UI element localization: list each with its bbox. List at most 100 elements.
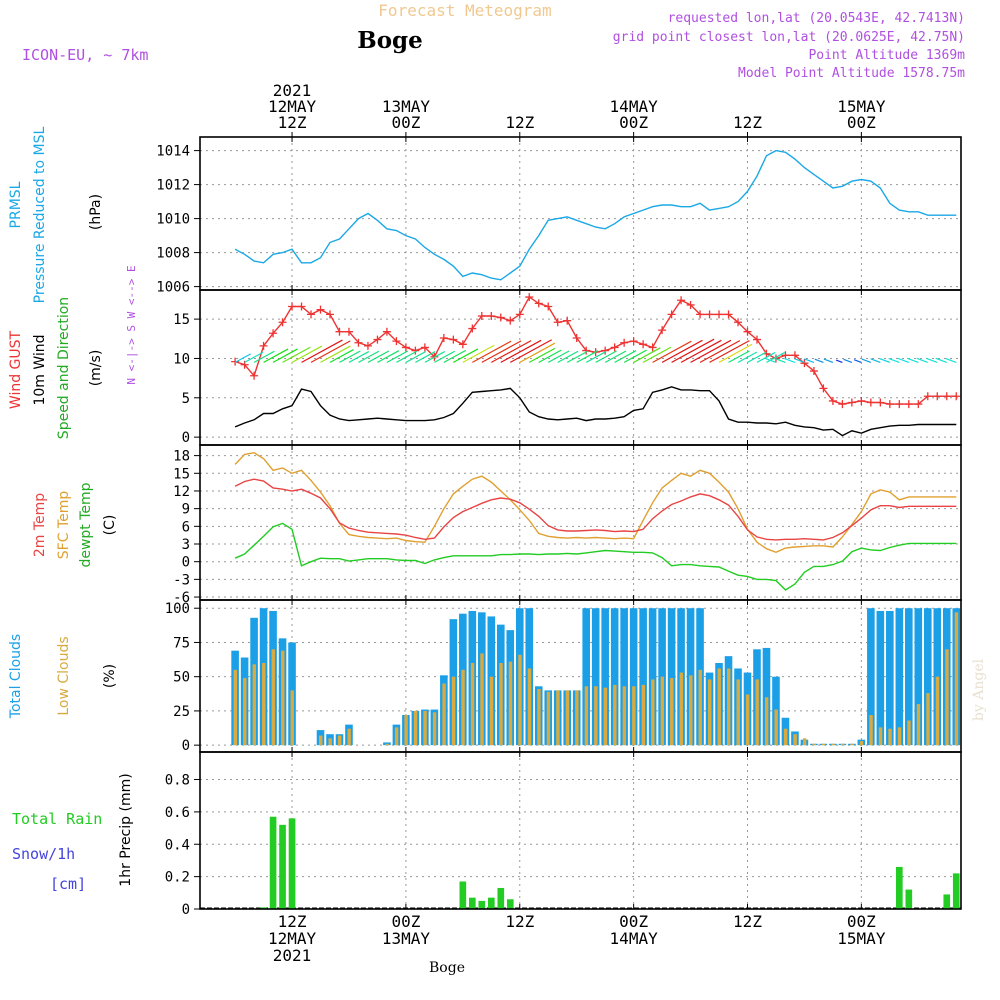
- gust-marker: [411, 346, 420, 355]
- bottom-time-label: 12Z: [733, 912, 762, 931]
- wind-arrow: [614, 350, 637, 363]
- wind-arrow: [907, 357, 919, 363]
- wind-arrow: [671, 338, 715, 363]
- top-time-label: 00Z: [619, 113, 648, 132]
- wind-arrow: [804, 358, 815, 363]
- gust-marker: [477, 311, 486, 320]
- wind-arrow: [538, 349, 562, 363]
- wind-arrow: [747, 351, 767, 363]
- gust-marker: [297, 302, 306, 311]
- rain-bar: [288, 818, 296, 909]
- low-cloud-bar: [869, 715, 873, 746]
- gust-marker: [288, 302, 297, 311]
- legend-snow-unit: [cm]: [50, 875, 86, 893]
- low-cloud-bar: [698, 669, 702, 746]
- wind-arrow: [405, 351, 427, 363]
- wind-arrow: [945, 357, 957, 363]
- low-cloud-bar: [755, 679, 759, 746]
- gust-marker: [952, 392, 961, 401]
- gust-marker: [515, 310, 524, 319]
- gust-marker: [847, 398, 856, 407]
- total-cloud-bar: [648, 608, 657, 746]
- wind-arrow: [633, 347, 661, 363]
- wind-ytick-label: 0: [182, 430, 190, 446]
- wind-ytick-label: 15: [173, 312, 190, 328]
- low-cloud-bar: [859, 741, 864, 746]
- low-cloud-bar: [679, 672, 683, 746]
- bottom-time-label: 13MAY: [382, 929, 431, 948]
- rain-bar: [952, 873, 960, 909]
- gust-marker: [610, 343, 619, 352]
- low-cloud-bar: [470, 662, 475, 746]
- gust-marker: [923, 392, 932, 401]
- top-time-label: 12Z: [733, 113, 762, 132]
- wind-arrow: [879, 358, 891, 363]
- wind-arrow: [291, 345, 323, 363]
- low-cloud-bar: [413, 710, 418, 746]
- gust-marker: [781, 351, 790, 360]
- footer-station: Boge: [429, 960, 465, 976]
- low-cloud-bar: [708, 679, 712, 746]
- gust-marker: [269, 329, 278, 338]
- low-cloud-bar: [717, 668, 721, 746]
- wind-arrow: [424, 351, 446, 363]
- clouds-panel: 0 25 50 75 100: [165, 599, 962, 754]
- rain-bar: [260, 907, 267, 909]
- gust-marker: [458, 340, 467, 349]
- gust-marker: [506, 316, 515, 325]
- low-cloud-bar: [632, 686, 636, 746]
- wind-arrow: [814, 358, 824, 363]
- gust-marker: [250, 371, 259, 380]
- wind-arrow: [823, 358, 834, 363]
- cloud-ylabels: Total Clouds Low Clouds (%): [8, 634, 118, 719]
- gust-marker: [658, 326, 667, 335]
- low-cloud-bar: [916, 704, 921, 746]
- wind-label-2: 10m Wind: [32, 334, 48, 405]
- top-time-label: 2021: [273, 81, 312, 100]
- total-cloud-bar: [629, 608, 638, 746]
- low-cloud-bar: [233, 669, 238, 746]
- precip-labels: 1hr Precip (mm) Total Rain Snow/1h [cm]: [12, 773, 134, 893]
- precipitation-panel: 0 0.2 0.4 0.6 0.8: [165, 751, 962, 918]
- low-cloud-bar: [935, 676, 940, 746]
- wind-arrow: [566, 350, 589, 363]
- bottom-time-label: 12MAY: [268, 929, 317, 948]
- temperature-ytick-label: -6: [173, 590, 190, 606]
- temperature-ytick-label: -3: [173, 572, 190, 588]
- precip-ylabel: 1hr Precip (mm): [118, 773, 134, 886]
- wind-arrow: [576, 350, 599, 363]
- cloud-label-2: Low Clouds: [56, 636, 72, 715]
- wind-arrow: [756, 351, 776, 363]
- requested-coords: requested lon,lat (20.0543E, 42.7413N): [668, 11, 965, 26]
- gust-marker: [420, 343, 429, 352]
- wind-arrow: [861, 358, 872, 363]
- low-cloud-bar: [565, 690, 570, 746]
- wind-arrow: [234, 353, 252, 363]
- wind-arrow: [897, 357, 910, 363]
- wind-arrow: [595, 350, 617, 363]
- temp-label-1: 2m Temp: [32, 493, 48, 557]
- wind-arrow: [773, 357, 786, 363]
- rain-bar: [905, 889, 913, 909]
- pressure-ytick-label: 1014: [156, 144, 190, 160]
- wind-arrow: [870, 358, 881, 363]
- low-cloud-bar: [404, 715, 408, 746]
- station-title: Boge: [357, 27, 423, 54]
- rain-bar: [279, 824, 286, 909]
- wind-arrow: [396, 350, 418, 363]
- wind-arrow: [519, 342, 556, 363]
- gust-marker: [677, 296, 686, 305]
- gust-marker: [401, 343, 410, 352]
- temp-label-3: dewpt Temp: [78, 482, 94, 567]
- wind-arrow: [680, 339, 722, 363]
- plot-area: 10061008101010121014051015-6-30369121518…: [156, 136, 962, 918]
- rain-bar: [896, 866, 903, 909]
- legend-total-rain: Total Rain: [12, 810, 102, 828]
- total-cloud-bar: [905, 608, 913, 746]
- low-cloud-bar: [603, 687, 608, 746]
- wind-arrow: [415, 351, 436, 363]
- low-cloud-bar: [489, 676, 494, 746]
- low-cloud-bar: [584, 686, 589, 746]
- gust-marker: [439, 333, 448, 342]
